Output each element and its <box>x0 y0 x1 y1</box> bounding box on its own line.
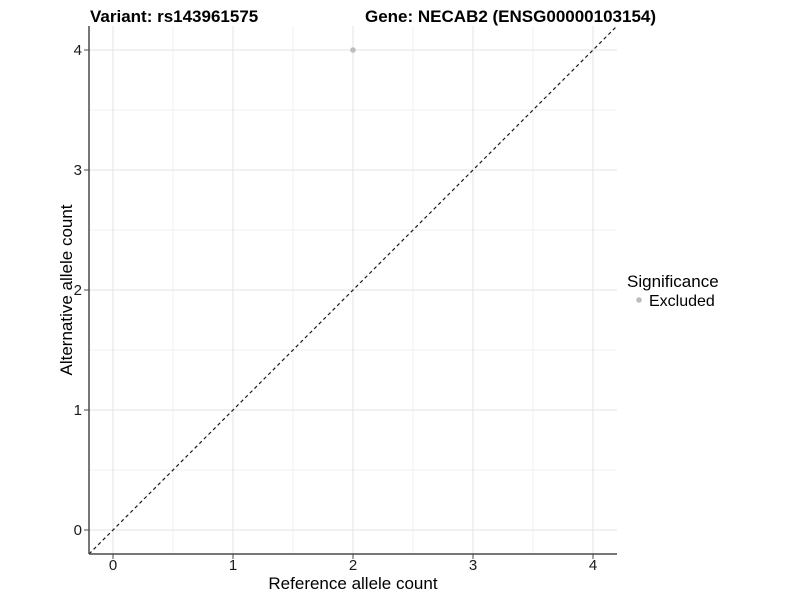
plot-title-gene: Gene: NECAB2 (ENSG00000103154) <box>365 7 656 26</box>
y-tick-label: 3 <box>74 162 82 179</box>
legend: Significance Excluded <box>627 272 719 310</box>
tick-marks <box>84 49 594 559</box>
y-axis-label: Alternative allele count <box>57 204 76 375</box>
identity-reference-line <box>88 25 618 555</box>
legend-title: Significance <box>627 272 719 291</box>
y-tick-label: 2 <box>74 282 82 299</box>
data-point-2-4 <box>350 47 356 53</box>
y-tick-label: 0 <box>74 522 82 539</box>
y-tick-label: 4 <box>74 42 82 59</box>
y-tick-label: 1 <box>74 402 82 419</box>
x-tick-label: 0 <box>109 557 117 574</box>
x-tick-label: 3 <box>469 557 477 574</box>
plot-title-variant: Variant: rs143961575 <box>90 7 258 26</box>
data-points <box>350 47 356 53</box>
x-tick-label: 4 <box>589 557 597 574</box>
x-axis-label: Reference allele count <box>268 574 437 593</box>
x-tick-label: 1 <box>229 557 237 574</box>
legend-item-excluded: Excluded <box>649 293 715 310</box>
x-tick-label: 2 <box>349 557 357 574</box>
tick-labels: 0 1 2 3 4 0 1 2 3 4 <box>74 42 598 574</box>
legend-marker-excluded-icon <box>636 297 642 303</box>
